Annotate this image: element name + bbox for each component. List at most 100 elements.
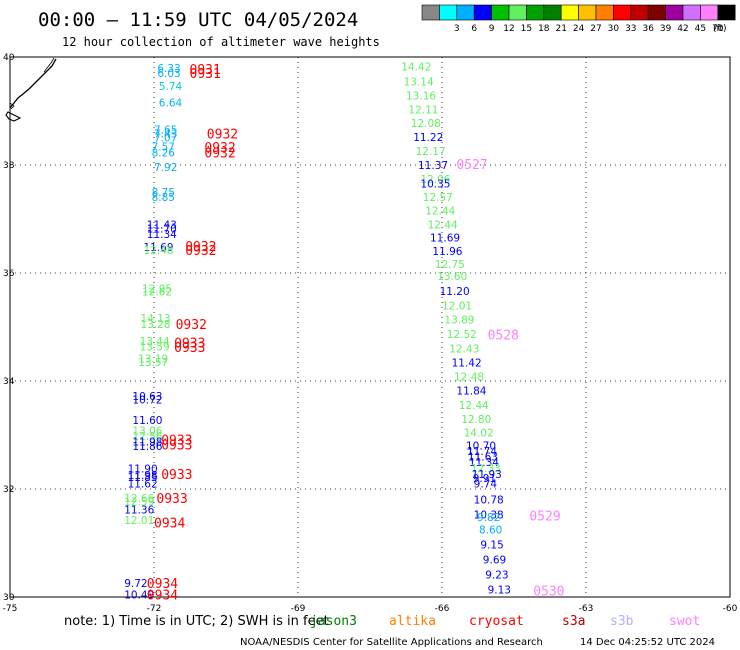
color-bin — [717, 4, 736, 21]
wave-height-value: 11.37 — [418, 160, 448, 172]
wave-height-value: 9.23 — [485, 569, 508, 581]
wave-height-value: 10.63 — [132, 391, 162, 403]
page-subtitle: 12 hour collection of altimeter wave hei… — [62, 35, 380, 49]
wave-height-value: 12.57 — [423, 192, 453, 204]
wave-height-value: 11.74 — [467, 446, 497, 458]
satellite-legend-s3b: s3b — [610, 614, 634, 629]
graticule — [10, 57, 730, 597]
wave-height-value: 11.42 — [452, 358, 482, 370]
wave-height-value: 11.34 — [147, 229, 177, 241]
wave-height-value: 12.01 — [124, 515, 154, 527]
color-bin-label: 24 — [573, 24, 585, 34]
wave-height-value: 12.95 — [142, 284, 172, 296]
color-bin — [526, 4, 545, 21]
color-bin-label: 6 — [471, 24, 477, 34]
satellite-legend-s3a: s3a — [562, 614, 585, 629]
color-bin-label: 27 — [590, 24, 601, 34]
pass-time-label: 0931 — [190, 63, 221, 78]
color-scale-bar: 3 6 9 12 15 18 21 24 27 30 33 36 39 42 45 70 — [421, 4, 736, 34]
map-frame — [9, 56, 731, 598]
pass-time-label: 0527 — [456, 158, 487, 173]
wave-height-value: 12.06 — [420, 174, 450, 186]
wave-height-value: 11.69 — [430, 232, 460, 244]
wave-height-value: 11.85 — [128, 472, 158, 484]
wave-height-value: 6.03 — [157, 68, 180, 80]
longitude-labels: -75 -72 -69 -66 -63 -60 — [3, 604, 738, 614]
wave-height-value: 13.59 — [140, 341, 170, 353]
color-bin — [543, 4, 562, 21]
wave-height-value: 12.56 — [132, 431, 162, 443]
color-bin-label: 33 — [625, 24, 636, 34]
wave-height-value: 11.62 — [128, 479, 158, 491]
wave-height-value: 11.22 — [413, 132, 443, 144]
wave-height-value: 9.82 — [477, 512, 500, 524]
pass-time-label: 0933 — [174, 341, 205, 356]
wave-height-value: 12.43 — [449, 344, 479, 356]
wave-height-value: 12.44 — [428, 219, 458, 231]
wave-height-value: 6.64 — [159, 97, 183, 109]
color-bin — [421, 4, 440, 21]
wave-height-value: 11.34 — [469, 457, 499, 469]
color-scale-unit: (ft) — [713, 24, 727, 34]
color-bin — [682, 4, 701, 21]
wave-height-value: 13.16 — [406, 90, 436, 102]
color-bin-label: 30 — [608, 24, 620, 34]
pass-time-label: 0931 — [190, 67, 221, 82]
wave-height-value: 6.33 — [157, 63, 180, 75]
wave-height-value: 12.66 — [124, 493, 154, 505]
wave-height-value: 7.07 — [154, 132, 177, 144]
wave-height-value: 12.44 — [425, 205, 455, 217]
wave-height-value: 13.06 — [132, 426, 162, 438]
pass-time-label: 0934 — [147, 588, 178, 603]
longitude-label: -60 — [723, 604, 738, 614]
satellite-legend-jason3: jason3 — [310, 614, 357, 629]
wave-height-value: 12.01 — [442, 300, 472, 312]
wave-height-value: 13.57 — [138, 357, 168, 369]
wave-height-value: 11.98 — [132, 436, 162, 448]
longitude-label: -66 — [435, 604, 450, 614]
color-bin — [439, 4, 458, 21]
wave-height-value: 11.20 — [440, 286, 470, 298]
wave-height-value: 9.74 — [474, 479, 498, 491]
wave-height-value: 10.70 — [466, 440, 496, 452]
pass-time-label: 0933 — [161, 433, 192, 448]
wave-height-value: 13.14 — [404, 76, 434, 88]
wave-height-value: 11.69 — [143, 242, 173, 254]
pass-time-label: 0933 — [161, 439, 192, 454]
wave-height-value: 12.59 — [124, 496, 154, 508]
pass-time-label: 0932 — [176, 318, 207, 333]
wave-height-value: 7.65 — [154, 124, 177, 136]
color-bin — [508, 4, 527, 21]
latitude-label: 30 — [3, 593, 15, 603]
wave-height-value: 7.43 — [154, 129, 177, 141]
wave-height-value: 12.62 — [142, 286, 172, 298]
wave-height-value: 13.89 — [444, 314, 474, 326]
wave-height-value: 11.36 — [124, 505, 154, 517]
wave-height-value: 9.15 — [480, 540, 503, 552]
pass-time-label: 0530 — [533, 585, 564, 600]
pass-time-label: 0934 — [147, 577, 178, 592]
wave-height-value: 11.70 — [147, 224, 177, 236]
latitude-labels: 40 38 36 34 32 30 — [3, 53, 15, 603]
pass-time-label: 0932 — [204, 141, 235, 156]
longitude-label: -72 — [147, 604, 162, 614]
color-bin-label: 39 — [660, 24, 672, 34]
wave-height-value: 13.60 — [437, 271, 467, 283]
wave-height-value: 14.42 — [401, 62, 431, 74]
pass-label-layer: 0931093109320932093209320932093209330933… — [147, 63, 565, 603]
observation-layer: 6.336.035.74 6.64 7.657.437.077.578.26 7.92… — [124, 62, 511, 602]
coastline — [5, 57, 57, 122]
longitude-label: -75 — [3, 604, 18, 614]
satellite-legend-altika: altika — [389, 614, 436, 629]
satellite-legend-cryosat: cryosat — [469, 614, 524, 629]
color-bin-label: 3 — [454, 24, 460, 34]
generated-timestamp: 14 Dec 04:25:52 UTC 2024 — [580, 637, 715, 648]
wave-height-value: 10.72 — [132, 394, 162, 406]
pass-time-label: 0932 — [185, 240, 216, 255]
color-bin-label: 9 — [489, 24, 495, 34]
wave-height-value: 9.13 — [488, 584, 511, 596]
color-bin-label: 15 — [521, 24, 532, 34]
wave-height-value: 11.93 — [472, 469, 502, 481]
pass-time-label: 0932 — [185, 244, 216, 259]
latitude-label: 40 — [3, 53, 15, 63]
